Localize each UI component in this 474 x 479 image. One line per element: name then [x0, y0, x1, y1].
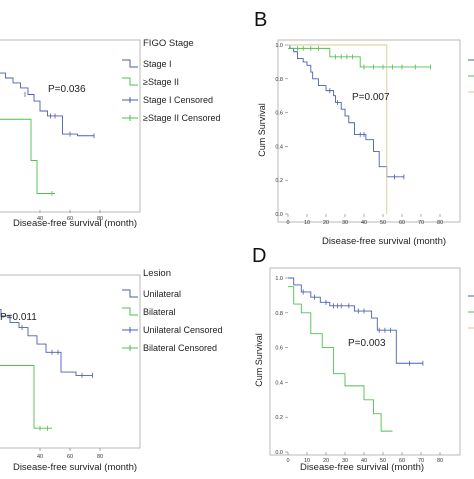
y-tick-label: 0.4 — [275, 144, 283, 150]
x-tick-label: 80 — [97, 216, 103, 222]
survival-curve-gold — [288, 44, 388, 214]
p-value-annotation: P=0.003 — [348, 338, 386, 349]
x-tick-label: 10 — [304, 458, 310, 464]
y-tick-label: 0.2 — [275, 178, 283, 184]
y-axis-label: Cum Survival — [257, 103, 267, 157]
y-tick-label: 0.2 — [275, 415, 283, 421]
y-tick-label: 0.8 — [275, 311, 283, 317]
y-tick-label: 1.0 — [275, 43, 283, 49]
x-tick-label: 40 — [361, 220, 367, 226]
legend-title: FIGO Stage — [143, 38, 194, 49]
x-tick-label: 0 — [286, 220, 289, 226]
x-tick-label: 60 — [67, 216, 73, 222]
p-value-annotation: P=0.036 — [48, 84, 86, 95]
x-tick-label: 30 — [342, 458, 348, 464]
legend-entry: ≥Stage II Censored — [143, 113, 220, 123]
y-axis-label: Cum Survival — [254, 333, 264, 387]
survival-curve-green — [288, 286, 393, 432]
x-tick-label: 30 — [342, 220, 348, 226]
y-tick-label: 0.0 — [275, 212, 283, 218]
legend-entry: Stage I Censored — [143, 95, 213, 105]
x-tick-label: 70 — [418, 220, 424, 226]
legend-entry: Stage I — [143, 59, 172, 69]
x-tick-label: 50 — [380, 220, 386, 226]
x-tick-label: 50 — [380, 458, 386, 464]
x-tick-label: 40 — [37, 454, 43, 460]
x-tick-label: 40 — [361, 458, 367, 464]
x-axis-label: Disease-free survival (month) — [13, 218, 137, 229]
chart-panel-2: B 0.0 0.2 0.4 0.6 0.8 1.0 Cum Survival 0 10 20 30 40… — [254, 9, 474, 247]
legend-swatch-line — [122, 307, 138, 316]
legend-entry: Bilateral Censored — [143, 343, 217, 353]
x-tick-label: 80 — [437, 220, 443, 226]
plot-frame — [0, 39, 141, 213]
y-tick-label: 0.8 — [275, 77, 283, 83]
plot-frame — [0, 274, 141, 449]
survival-curve-blue — [0, 72, 94, 137]
legend-swatch-line — [122, 77, 138, 86]
survival-curve-blue — [0, 308, 93, 376]
x-tick-label: 80 — [97, 454, 103, 460]
p-value-annotation: P=0.011 — [0, 312, 37, 323]
x-tick-label: 80 — [437, 458, 443, 464]
survival-curve-blue — [288, 44, 404, 178]
y-tick-label: 0.6 — [275, 111, 283, 117]
y-tick-label: 1.0 — [275, 276, 283, 282]
x-axis-label: Disease-free survival (month) — [13, 462, 137, 473]
legend-title: Lesion — [143, 268, 171, 279]
x-tick-label: 20 — [323, 220, 329, 226]
legend-entry: Unilateral — [143, 289, 181, 299]
y-tick-label: 0.6 — [275, 346, 283, 352]
panel-label: D — [252, 245, 266, 267]
x-tick-label: 60 — [399, 458, 405, 464]
legend-swatch-line — [122, 59, 138, 68]
x-tick-label: 40 — [37, 216, 43, 222]
chart-panel-3: 40 60 80 Disease-free survival (month) P=0.0… — [0, 268, 223, 473]
x-tick-label: 10 — [304, 220, 310, 226]
plot-frame — [277, 39, 461, 223]
x-axis-label: Disease-free survival (month) — [322, 236, 446, 247]
chart-panel-4: D 0.0 0.2 0.4 0.6 0.8 1.0 Cum Survival 0 10 20 30 40… — [252, 245, 474, 473]
x-tick-label: 0 — [286, 458, 289, 464]
legend-entry: Unilateral Censored — [143, 325, 223, 335]
x-tick-label: 60 — [67, 454, 73, 460]
survival-curve-green — [0, 118, 55, 194]
x-axis-label: Disease-free survival (month) — [300, 462, 424, 473]
x-tick-label: 20 — [323, 458, 329, 464]
plot-frame — [269, 267, 461, 456]
survival-curve-green — [288, 47, 431, 68]
legend-entry: Bilateral — [143, 307, 176, 317]
y-tick-label: 0.4 — [275, 380, 283, 386]
x-tick-label: 60 — [399, 220, 405, 226]
p-value-annotation: P=0.007 — [352, 92, 390, 103]
legend-entry: ≥Stage II — [143, 77, 179, 87]
x-tick-label: 70 — [418, 458, 424, 464]
panel-label: B — [254, 9, 267, 31]
legend-swatch-line — [122, 289, 138, 298]
y-tick-label: 0.0 — [275, 450, 283, 456]
